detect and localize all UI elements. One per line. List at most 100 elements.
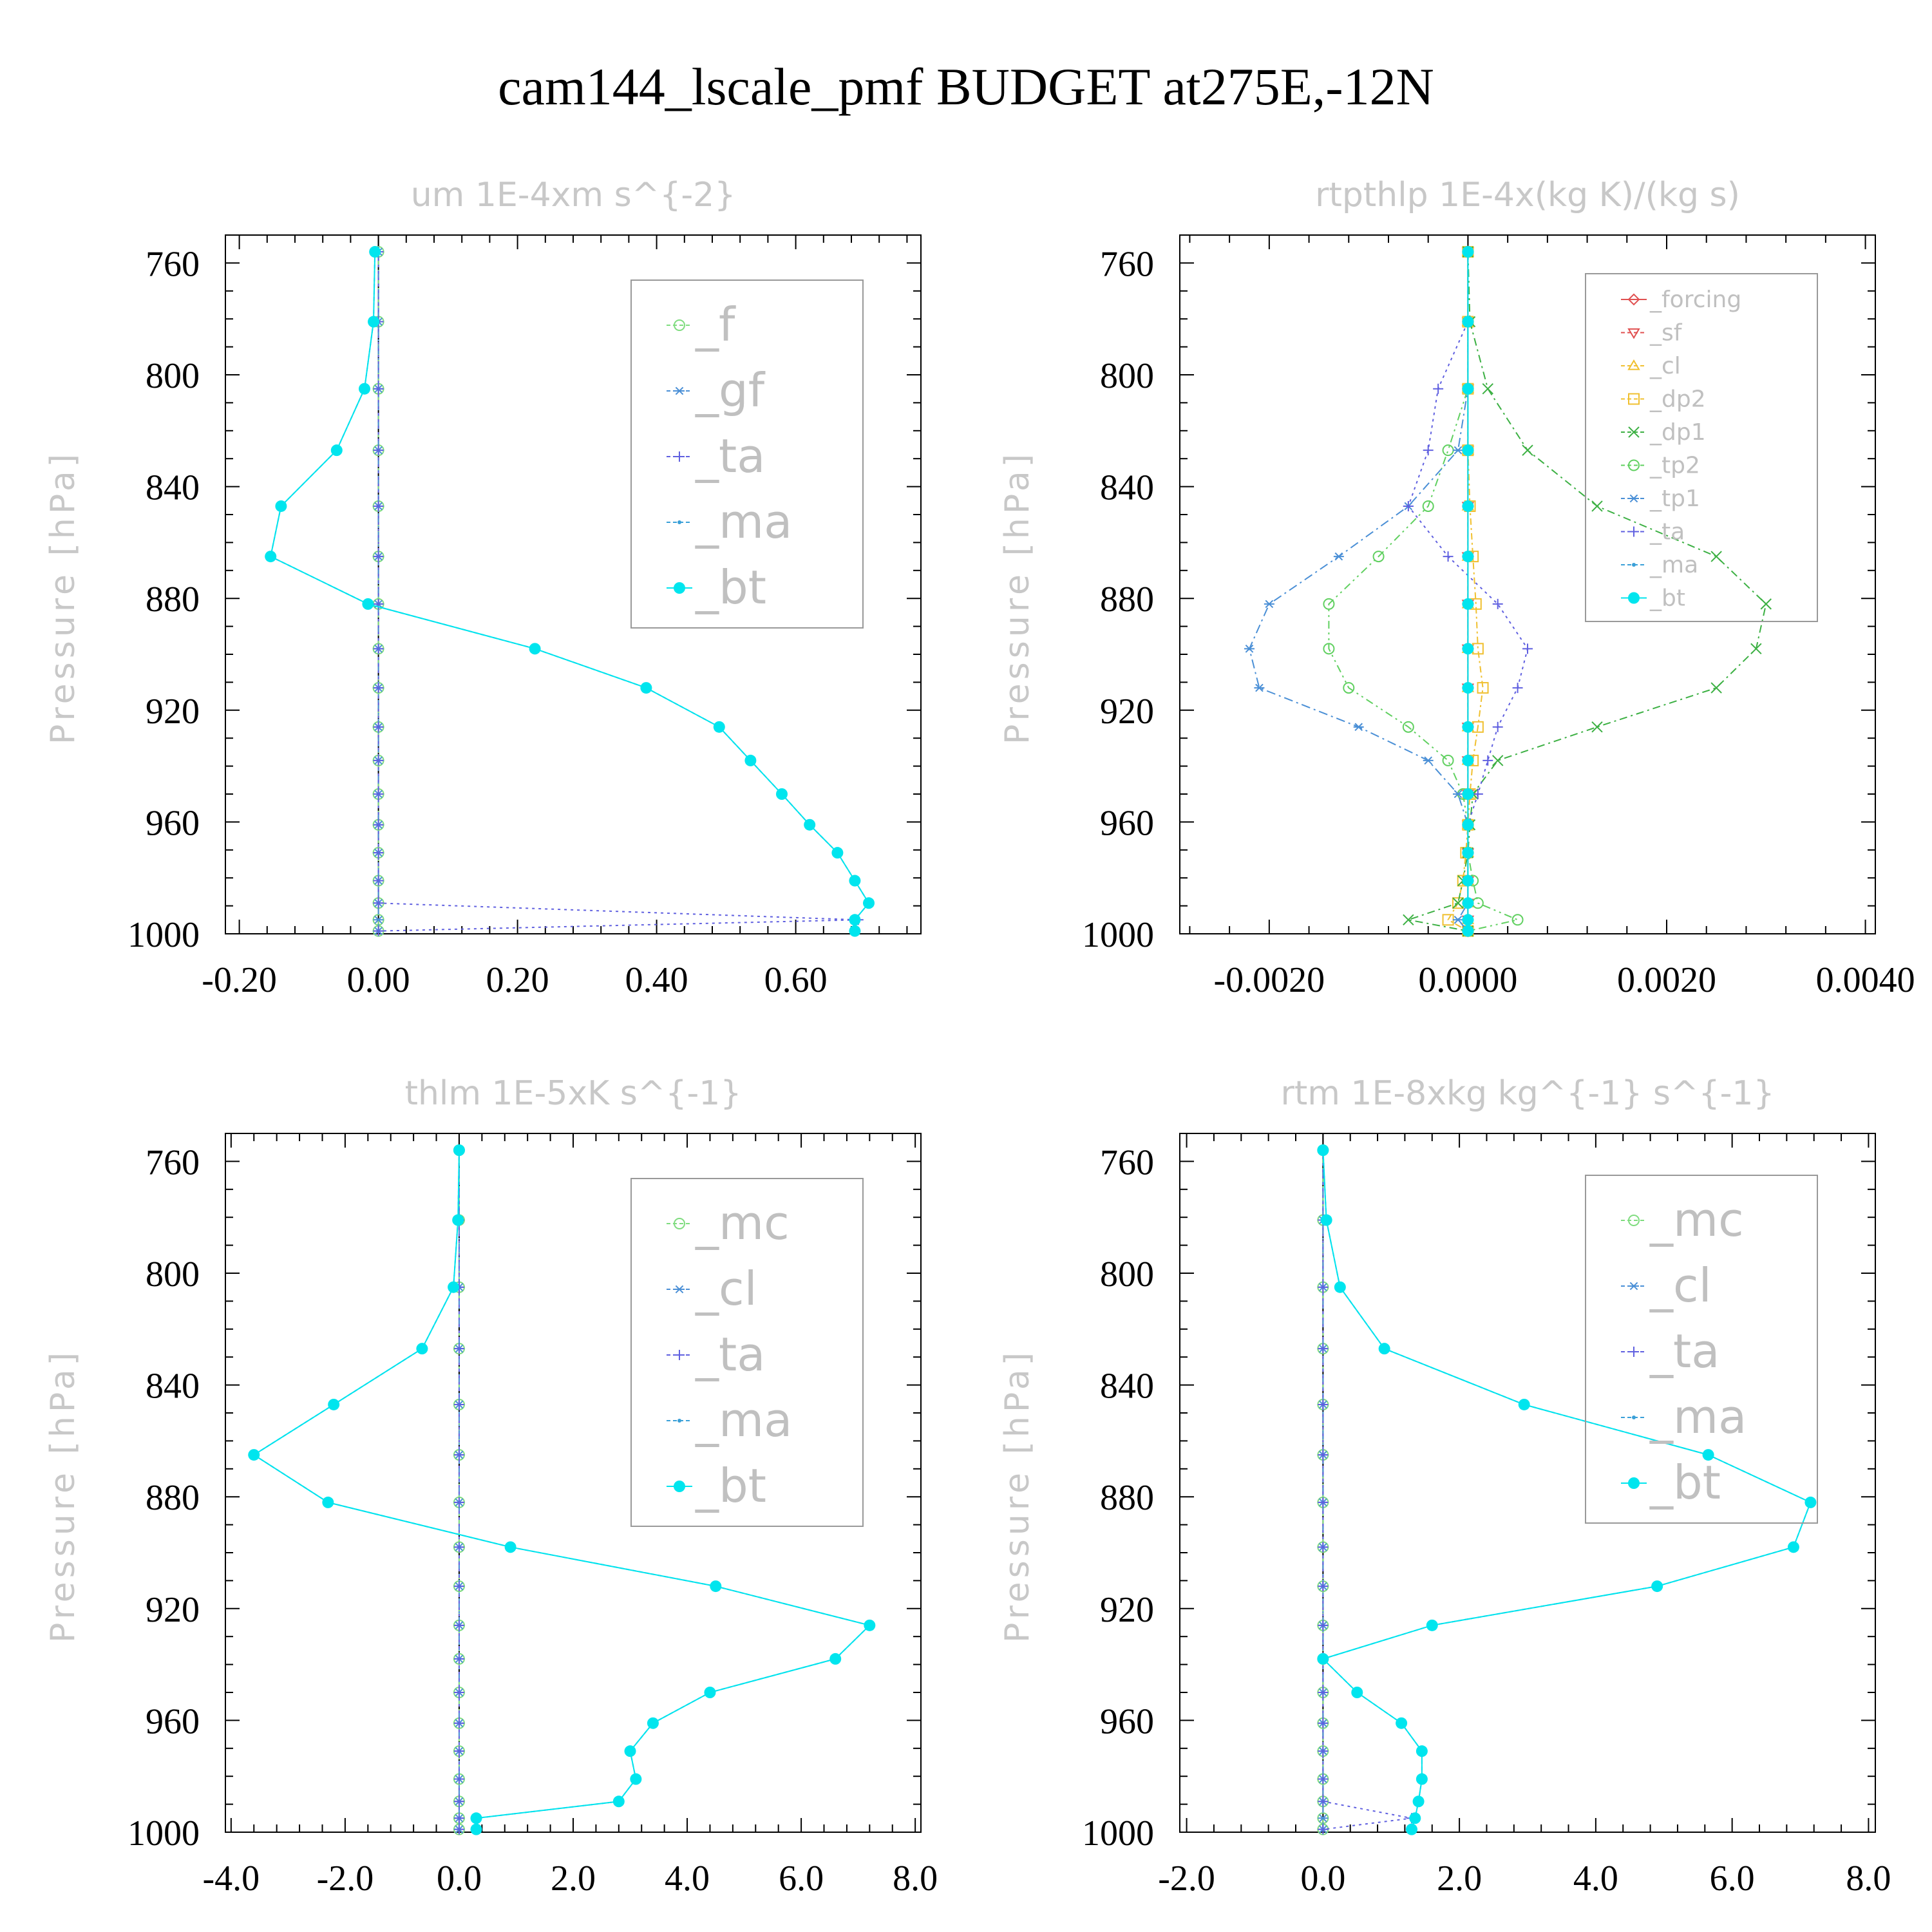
marker-dot-big	[1462, 754, 1474, 766]
marker-plus	[1318, 1746, 1329, 1757]
marker-dot-big	[1462, 788, 1474, 800]
marker-x	[1710, 682, 1722, 694]
marker-dot-big	[864, 1619, 876, 1631]
marker-plus	[1318, 1687, 1329, 1698]
marker-circle	[1511, 914, 1524, 926]
marker-dot-big	[612, 1795, 625, 1808]
marker-circle	[674, 1218, 685, 1229]
marker-circle	[1323, 643, 1335, 655]
y-tick-label: 1000	[1082, 1814, 1154, 1853]
legend-box	[630, 279, 864, 629]
y-tick-label: 840	[146, 468, 200, 508]
marker-asterisk	[373, 915, 384, 924]
y-tick-label: 760	[1100, 244, 1154, 284]
x-tick-label: 0.0040	[1816, 960, 1915, 1000]
y-tick-label: 800	[1100, 356, 1154, 396]
y-tick-label: 960	[146, 1701, 200, 1741]
marker-dot-big	[863, 897, 875, 909]
legend-label: _ma	[1649, 1390, 1747, 1444]
marker-plus	[373, 819, 384, 830]
series-line-tp1	[1248, 252, 1469, 932]
series-line-bt	[270, 251, 870, 931]
legend-label: _bt	[695, 560, 766, 614]
marker-dot-big	[710, 1580, 722, 1593]
y-tick-label: 960	[1100, 803, 1154, 843]
marker-dot-big	[1317, 1144, 1329, 1157]
marker-dot-big	[369, 246, 381, 258]
legend-label: _bt	[1649, 1455, 1721, 1510]
marker-plus	[1629, 1347, 1639, 1357]
panel-1: 760 800 840 880 920 960 1000-0.20 0.00 0.20 0.40 0…	[44, 176, 922, 1000]
marker-asterisk	[1244, 645, 1255, 653]
marker-dot-big	[1462, 444, 1474, 457]
y-tick-label: 760	[1100, 1142, 1154, 1182]
legend-label: _dp1	[1649, 419, 1706, 446]
marker-dot-big	[1462, 682, 1474, 694]
marker-x	[1482, 383, 1493, 395]
marker-dot-big	[1462, 246, 1474, 258]
y-axis-label: Pressure [hPa]	[44, 450, 82, 744]
marker-dot-big	[1462, 875, 1474, 887]
x-tick-label: 8.0	[1846, 1859, 1891, 1899]
marker-dot-big	[1416, 1773, 1428, 1785]
legend-label: _sf	[1649, 319, 1683, 346]
legend-label: _bt	[695, 1459, 766, 1513]
x-tick-label: 6.0	[1710, 1859, 1755, 1899]
x-tick-label: 0.60	[764, 960, 828, 1000]
legend-label: _ta	[695, 429, 765, 483]
plot-frame	[225, 1133, 922, 1833]
marker-dot-big	[1787, 1541, 1799, 1553]
marker-plus	[373, 898, 384, 909]
legend-label: _ma	[1649, 552, 1698, 578]
marker-plus	[1403, 500, 1414, 511]
marker-dot-big	[1462, 316, 1474, 328]
legend-label: _ta	[1649, 1324, 1719, 1378]
marker-plus	[1318, 1581, 1329, 1592]
marker-plus	[373, 551, 384, 562]
panel-title: thlm 1E-5xK s^{-1}	[405, 1074, 742, 1113]
marker-plus	[373, 643, 384, 654]
legend-box	[1585, 273, 1818, 622]
marker-plus	[1629, 526, 1639, 537]
plot-frame	[225, 234, 922, 934]
marker-circle	[674, 319, 685, 331]
marker-dot-big	[1320, 1214, 1332, 1226]
marker-plus	[373, 683, 384, 694]
marker-plus	[1318, 1450, 1329, 1461]
marker-plus	[453, 1343, 464, 1354]
marker-dot-big	[1462, 847, 1474, 859]
marker-dot-big	[849, 925, 861, 937]
y-tick-label: 920	[1100, 692, 1154, 732]
marker-plus	[1512, 683, 1523, 694]
series-line-dp1	[1405, 251, 1767, 932]
marker-asterisk	[1333, 552, 1344, 561]
marker-circle	[1343, 682, 1355, 694]
legend-label: _f	[695, 298, 736, 352]
marker-dot-big	[265, 551, 277, 563]
marker-plus	[1318, 1620, 1329, 1631]
y-tick-label: 920	[1100, 1590, 1154, 1630]
series-line-bt	[1321, 1150, 1812, 1830]
panel-title: rtm 1E-8xkg kg^{-1} s^{-1}	[1280, 1074, 1774, 1113]
marker-asterisk	[674, 386, 685, 395]
y-tick-label: 1000	[128, 1814, 200, 1853]
legend-label: _ta	[695, 1327, 765, 1381]
marker-diamond	[1627, 293, 1640, 306]
marker-dot-big	[453, 1144, 465, 1157]
marker-dot-big	[1396, 1717, 1408, 1729]
marker-plus	[453, 1581, 464, 1592]
y-tick-label: 920	[146, 692, 200, 732]
marker-dot-big	[470, 1812, 482, 1824]
marker-dot-big	[674, 1481, 685, 1492]
y-tick-label: 760	[146, 244, 200, 284]
y-tick-label: 840	[1100, 1367, 1154, 1406]
marker-dot-big	[640, 682, 652, 694]
marker-dot-big	[829, 1653, 842, 1665]
legend-label: _cl	[1649, 1258, 1712, 1312]
marker-dot-big	[1317, 1653, 1329, 1665]
y-tick-label: 880	[1100, 1478, 1154, 1518]
marker-dot-big	[1462, 643, 1474, 655]
marker-circle	[1323, 598, 1335, 610]
x-tick-label: -0.20	[202, 960, 277, 1000]
marker-triangle-down	[1627, 328, 1640, 339]
